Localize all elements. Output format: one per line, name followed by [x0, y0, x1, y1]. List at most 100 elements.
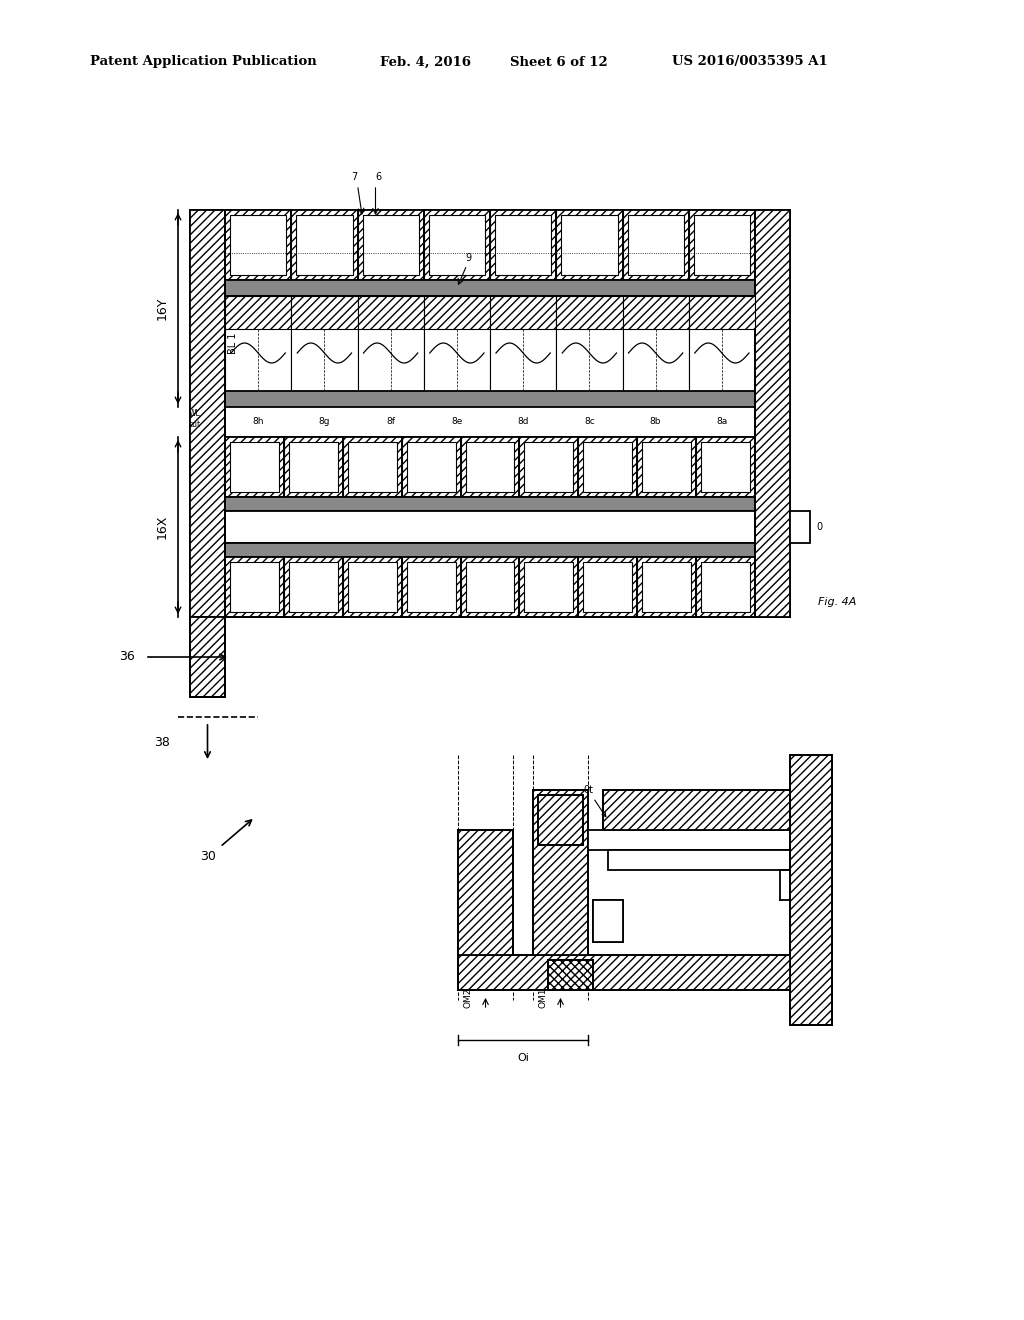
Bar	[225, 280, 755, 296]
Text: OM1: OM1	[539, 987, 548, 1008]
Bar	[291, 296, 357, 329]
Bar	[524, 562, 573, 612]
Bar	[225, 296, 291, 391]
Bar	[696, 437, 755, 498]
Bar	[407, 562, 456, 612]
Bar	[190, 511, 225, 543]
Bar	[637, 437, 696, 498]
Bar	[548, 960, 593, 990]
Bar	[556, 210, 623, 280]
Text: Fig. 4A: Fig. 4A	[818, 597, 856, 607]
Bar	[230, 442, 279, 492]
Bar	[225, 437, 284, 498]
Bar	[357, 296, 424, 391]
Bar	[490, 296, 556, 391]
Bar	[755, 210, 790, 616]
Text: 16Y: 16Y	[156, 297, 169, 321]
Bar	[693, 215, 750, 275]
Bar	[689, 296, 755, 391]
Bar	[755, 437, 790, 498]
Bar	[623, 210, 689, 280]
Bar	[225, 391, 755, 407]
Bar	[593, 900, 623, 942]
Bar	[190, 296, 225, 391]
Bar	[466, 442, 514, 492]
Text: 6: 6	[376, 172, 382, 182]
Text: 0: 0	[816, 521, 822, 532]
Bar	[225, 296, 291, 329]
Bar	[642, 562, 691, 612]
Bar	[357, 296, 424, 329]
Bar	[623, 296, 689, 391]
Text: 9: 9	[466, 253, 472, 263]
Bar	[225, 498, 755, 511]
Bar	[495, 215, 551, 275]
Bar	[534, 789, 588, 954]
Text: 8h: 8h	[252, 417, 264, 426]
Bar	[407, 442, 456, 492]
Bar	[343, 437, 401, 498]
Text: WL
cut: WL cut	[189, 409, 201, 429]
Bar	[689, 296, 755, 329]
Bar	[190, 210, 225, 280]
Bar	[225, 543, 755, 557]
Bar	[458, 830, 513, 954]
Bar	[289, 562, 338, 612]
Bar	[284, 437, 343, 498]
Bar	[556, 296, 623, 391]
Bar	[579, 437, 637, 498]
Bar	[296, 215, 352, 275]
Bar	[623, 296, 689, 329]
Bar	[362, 215, 419, 275]
Text: 0t: 0t	[583, 785, 606, 817]
Bar	[190, 557, 225, 616]
Bar	[190, 616, 225, 697]
Bar	[524, 442, 573, 492]
Bar	[790, 511, 810, 543]
Bar	[755, 210, 790, 280]
Bar	[424, 296, 490, 329]
Bar	[588, 830, 790, 850]
Bar	[538, 795, 583, 845]
Bar	[519, 437, 579, 498]
Bar	[755, 296, 790, 391]
Bar	[466, 562, 514, 612]
Bar	[696, 557, 755, 616]
Bar	[584, 562, 632, 612]
Bar	[348, 442, 396, 492]
Bar	[490, 296, 556, 329]
Bar	[461, 437, 519, 498]
Text: OM2: OM2	[464, 987, 472, 1008]
Bar	[689, 210, 755, 280]
Bar	[225, 210, 291, 280]
Text: 16X: 16X	[156, 515, 169, 539]
Bar	[755, 557, 790, 616]
Bar	[291, 210, 357, 280]
Bar	[424, 210, 490, 280]
Bar	[561, 215, 617, 275]
Bar	[289, 442, 338, 492]
Bar	[230, 215, 287, 275]
Bar	[556, 296, 623, 329]
Text: 8c: 8c	[584, 417, 595, 426]
Bar	[343, 557, 401, 616]
Bar	[637, 557, 696, 616]
Bar	[642, 442, 691, 492]
Bar	[461, 557, 519, 616]
Text: 8b: 8b	[650, 417, 662, 426]
Bar	[348, 562, 396, 612]
Text: Feb. 4, 2016: Feb. 4, 2016	[380, 55, 471, 69]
Bar	[284, 557, 343, 616]
Bar	[190, 437, 225, 498]
Text: 8a: 8a	[716, 417, 727, 426]
Bar	[701, 562, 750, 612]
Bar	[401, 557, 461, 616]
Text: BL 1: BL 1	[228, 333, 238, 354]
Bar	[357, 210, 424, 280]
Bar	[628, 215, 684, 275]
Bar	[190, 511, 790, 543]
Text: US 2016/0035395 A1: US 2016/0035395 A1	[672, 55, 827, 69]
Text: 36: 36	[119, 651, 135, 664]
Text: 7: 7	[351, 172, 357, 182]
Text: Patent Application Publication: Patent Application Publication	[90, 55, 316, 69]
